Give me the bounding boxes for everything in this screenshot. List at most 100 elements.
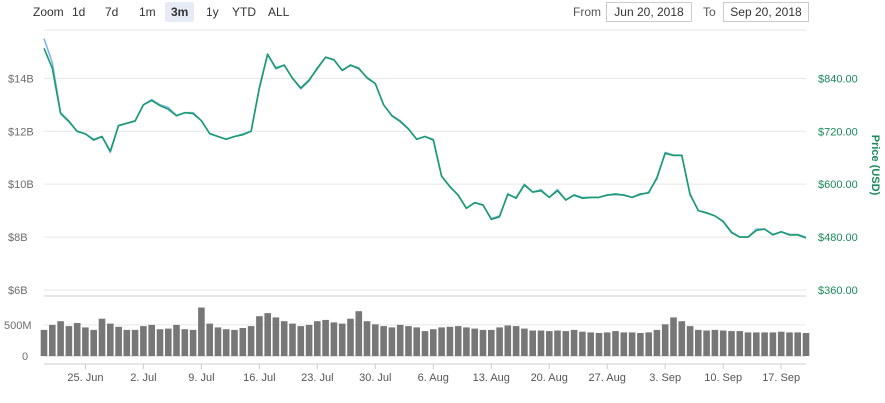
volume-bar — [231, 329, 238, 356]
volume-bar — [40, 329, 48, 356]
volume-bar — [446, 326, 454, 356]
volume-bar — [769, 332, 777, 356]
zoom-button-7d[interactable]: 7d — [105, 5, 119, 19]
volume-bar — [661, 324, 669, 356]
right-axis-ticks: $360.00 $480.00 $600.00 $720.00 $840.00 — [818, 73, 858, 297]
from-label: From — [573, 5, 601, 19]
volume-bar — [355, 311, 363, 356]
x-axis-tick-label: 10. Sep — [704, 372, 742, 384]
volume-bar — [256, 316, 263, 356]
volume-bar — [421, 331, 429, 356]
volume-bar — [73, 323, 81, 356]
volume-bar — [148, 324, 155, 356]
price-lines — [43, 38, 807, 239]
volume-bar — [214, 327, 222, 356]
volume-bar — [438, 327, 445, 356]
volume-bar — [670, 317, 677, 356]
volume-bar — [123, 329, 131, 356]
volume-bar — [504, 325, 512, 356]
volume-bar — [115, 326, 122, 356]
left-axis-ticks: $6B $8B $10B $12B $14B — [8, 73, 34, 297]
zoom-button-3m[interactable]: 3m — [165, 2, 195, 22]
volume-bar — [463, 327, 470, 356]
right-axis-tick-label: $720.00 — [818, 126, 858, 138]
volume-bar — [570, 329, 578, 356]
volume-bar — [49, 324, 56, 356]
zoom-button-1d[interactable]: 1d — [72, 5, 86, 19]
volume-bar — [388, 327, 396, 356]
volume-bars — [40, 307, 810, 356]
volume-bar — [181, 329, 189, 356]
volume-bar — [728, 331, 735, 356]
x-axis-tick-label: 17. Sep — [762, 372, 800, 384]
volume-bar — [802, 333, 810, 356]
volume-bar — [372, 324, 379, 356]
to-date-input[interactable]: Sep 20, 2018 — [723, 2, 809, 22]
volume-bar — [653, 329, 661, 356]
volume-bar — [289, 323, 296, 356]
x-axis-tick-label: 25. Jun — [67, 372, 103, 384]
volume-bar — [305, 324, 313, 356]
volume-bar — [777, 331, 785, 356]
volume-bar — [496, 327, 503, 356]
volume-bar — [529, 330, 536, 356]
volume-bar — [314, 321, 321, 356]
volume-bar — [736, 331, 744, 356]
volume-bar — [156, 329, 164, 356]
zoom-button-ytd[interactable]: YTD — [232, 5, 256, 19]
range-selector-toolbar: Zoom 1d 7d 1m 3m 1y YTD ALL From Jun 20,… — [0, 0, 885, 26]
volume-bar — [719, 330, 727, 356]
volume-bar — [587, 332, 594, 356]
left-axis-tick-label: $6B — [8, 285, 28, 297]
volume-axis-ticks: 0 500M — [4, 320, 32, 363]
volume-bar — [637, 333, 644, 356]
volume-bar — [554, 330, 561, 356]
volume-bar — [711, 329, 719, 356]
x-axis-ticks: 25. Jun 2. Jul 9. Jul 16. Jul 23. Jul 30. Jul… — [67, 364, 800, 384]
volume-bar — [57, 321, 64, 356]
x-axis-tick-label: 6. Aug — [418, 372, 449, 384]
volume-bar — [454, 326, 462, 356]
volume-bar — [264, 313, 271, 356]
volume-bar — [430, 329, 437, 356]
volume-axis-tick-label: 500M — [4, 320, 32, 332]
volume-bar — [786, 332, 793, 356]
volume-bar — [82, 327, 89, 356]
volume-bar — [512, 326, 520, 356]
volume-bar — [521, 328, 528, 356]
from-date-input[interactable]: Jun 20, 2018 — [606, 2, 692, 22]
volume-bar — [546, 331, 553, 356]
volume-bar — [396, 324, 404, 356]
zoom-button-1m[interactable]: 1m — [139, 5, 156, 19]
volume-bar — [363, 321, 371, 356]
volume-bar — [405, 326, 412, 356]
right-axis-tick-label: $600.00 — [818, 179, 858, 191]
volume-bar — [165, 328, 172, 356]
volume-bar — [744, 332, 752, 356]
zoom-button-all[interactable]: ALL — [268, 5, 290, 19]
x-axis-tick-label: 13. Aug — [473, 372, 510, 384]
volume-bar — [761, 332, 768, 356]
zoom-button-1y[interactable]: 1y — [206, 5, 219, 19]
x-axis-tick-label: 16. Jul — [243, 372, 275, 384]
volume-bar — [330, 322, 338, 356]
x-axis-tick-label: 30. Jul — [359, 372, 391, 384]
volume-bar — [239, 328, 247, 356]
x-axis-tick-label: 2. Jul — [130, 372, 156, 384]
volume-bar — [603, 332, 611, 356]
right-axis-tick-label: $840.00 — [818, 73, 858, 85]
volume-bar — [413, 327, 420, 356]
volume-bar — [612, 331, 619, 356]
volume-bar — [189, 329, 197, 356]
left-axis-tick-label: $12B — [8, 126, 34, 138]
volume-bar — [247, 326, 255, 356]
left-axis-tick-label: $10B — [8, 179, 34, 191]
volume-bar — [479, 329, 487, 356]
volume-bar — [562, 331, 570, 356]
volume-bar — [280, 321, 288, 356]
volume-bar — [322, 319, 329, 356]
volume-bar — [198, 307, 205, 356]
volume-bar — [222, 329, 230, 356]
right-axis-tick-label: $480.00 — [818, 232, 858, 244]
volume-bar — [620, 332, 628, 356]
